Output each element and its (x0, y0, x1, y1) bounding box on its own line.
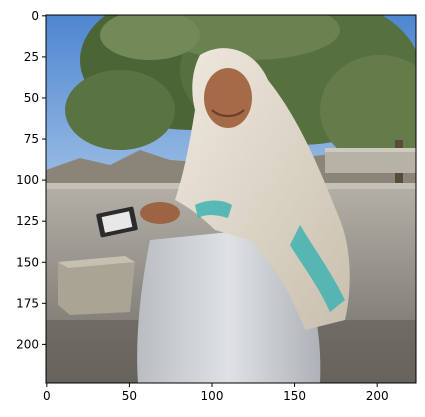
y-tick-label: 150 (16, 255, 39, 269)
y-tick-label: 175 (16, 296, 39, 310)
y-tick-label: 0 (31, 9, 39, 23)
x-tick-label: 100 (201, 389, 224, 403)
y-tick-label: 75 (24, 132, 39, 146)
stone-wall (325, 148, 416, 173)
face (204, 68, 252, 128)
x-axis-ticks: 0 50 100 150 200 (43, 383, 389, 403)
y-tick-label: 100 (16, 173, 39, 187)
photo (46, 15, 416, 383)
y-tick-label: 200 (16, 337, 39, 351)
y-axis-ticks: 0 25 50 75 100 125 150 175 200 (16, 9, 46, 351)
held-card (96, 206, 138, 238)
x-tick-label: 200 (366, 389, 389, 403)
x-tick-label: 50 (122, 389, 137, 403)
hands (140, 202, 180, 224)
shawl-pattern (290, 225, 345, 312)
y-tick-label: 25 (24, 50, 39, 64)
x-tick-label: 150 (283, 389, 306, 403)
y-tick-label: 50 (24, 91, 39, 105)
y-tick-label: 125 (16, 214, 39, 228)
axes-frame (45, 14, 417, 384)
stone-block (58, 256, 135, 315)
x-tick-label: 0 (43, 389, 51, 403)
